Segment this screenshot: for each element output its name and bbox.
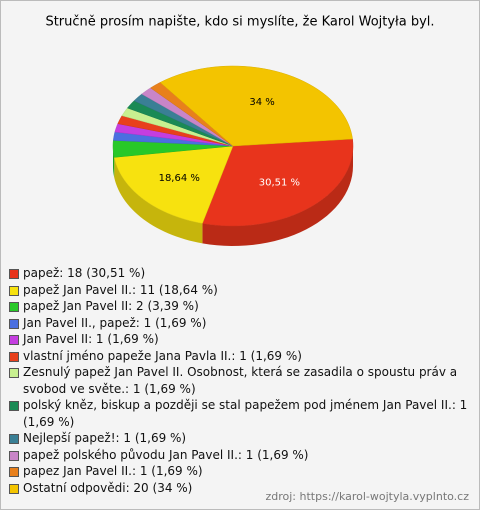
legend-label: polský kněz, biskup a později se stal pa… bbox=[23, 398, 468, 429]
value-label: 30,51 % bbox=[259, 178, 300, 189]
legend-label: papež Jan Pavel II: 2 (3,39 %) bbox=[23, 299, 199, 313]
legend-label: papež polského původu Jan Pavel II.: 1 (… bbox=[23, 447, 309, 462]
slice bbox=[159, 65, 353, 147]
source: zdroj: https://karol-wojtyla.vyplnto.cz bbox=[265, 490, 469, 503]
legend-item: papež Jan Pavel II.: 11 (18,64 %) bbox=[9, 282, 469, 299]
slice bbox=[133, 93, 234, 147]
legend-label: Nejlepší papež!: 1 (1,69 %) bbox=[23, 431, 187, 445]
legend-label: Jan Pavel II: 1 (1,69 %) bbox=[23, 332, 159, 346]
legend-swatch bbox=[9, 335, 19, 345]
legend-item: papez Jan Pavel II.: 1 (1,69 %) bbox=[9, 463, 469, 480]
legend-swatch bbox=[9, 483, 19, 494]
legend-label: Zesnulý papež Jan Pavel II. Osobnost, kt… bbox=[23, 365, 458, 396]
slice bbox=[121, 107, 234, 147]
slice-side bbox=[202, 146, 353, 246]
slice bbox=[150, 82, 234, 147]
legend-item: Jan Pavel II: 1 (1,69 %) bbox=[9, 331, 469, 348]
legend-item: vlastní jméno papeže Jana Pavla II.: 1 (… bbox=[9, 348, 469, 365]
legend-item: Nejlepší papež!: 1 (1,69 %) bbox=[9, 430, 469, 447]
legend-label: Ostatní odpovědi: 20 (34 %) bbox=[23, 480, 193, 495]
legend-swatch bbox=[9, 434, 19, 444]
legend-item: papež Jan Pavel II: 2 (3,39 %) bbox=[9, 298, 469, 315]
legend-swatch bbox=[9, 368, 19, 378]
value-label: 34 % bbox=[249, 97, 274, 108]
slice bbox=[141, 87, 234, 147]
legend: papež: 18 (30,51 %) papež Jan Pavel II.: … bbox=[9, 265, 469, 496]
slice bbox=[117, 115, 234, 147]
slice-side bbox=[113, 146, 115, 178]
legend-item: papež polského původu Jan Pavel II.: 1 (… bbox=[9, 447, 469, 464]
slice-side bbox=[114, 157, 203, 244]
legend-label: Jan Pavel II., papež: 1 (1,69 %) bbox=[23, 315, 207, 330]
slice bbox=[202, 138, 354, 227]
legend-item: Zesnulý papež Jan Pavel II. Osobnost, kt… bbox=[9, 364, 469, 397]
legend-item: polský kněz, biskup a později se stal pa… bbox=[9, 397, 469, 430]
legend-item: papež: 18 (30,51 %) bbox=[9, 265, 469, 282]
legend-label: papež: 18 (30,51 %) bbox=[23, 266, 146, 280]
legend-item: Ostatní odpovědi: 20 (34 %) bbox=[9, 480, 469, 497]
legend-label: papez Jan Pavel II.: 1 (1,69 %) bbox=[23, 464, 203, 478]
slice bbox=[113, 145, 234, 224]
legend-label: vlastní jméno papeže Jana Pavla II.: 1 (… bbox=[23, 348, 302, 363]
legend-swatch bbox=[9, 450, 19, 461]
legend-swatch bbox=[9, 285, 19, 296]
legend-swatch bbox=[9, 302, 19, 312]
legend-swatch bbox=[9, 401, 19, 411]
legend-swatch bbox=[9, 318, 19, 329]
legend-swatch bbox=[9, 351, 19, 362]
legend-swatch bbox=[9, 269, 19, 279]
legend-label: papež Jan Pavel II.: 11 (18,64 %) bbox=[23, 282, 218, 297]
legend-item: Jan Pavel II., papež: 1 (1,69 %) bbox=[9, 315, 469, 332]
legend-swatch bbox=[9, 467, 19, 477]
chart-title: Stručně prosím napište, kdo si myslíte, … bbox=[45, 15, 434, 30]
pie-area: Stručně prosím napište, kdo si myslíte, … bbox=[45, 15, 435, 246]
slice bbox=[126, 100, 234, 147]
value-label: 18,64 % bbox=[159, 173, 200, 184]
